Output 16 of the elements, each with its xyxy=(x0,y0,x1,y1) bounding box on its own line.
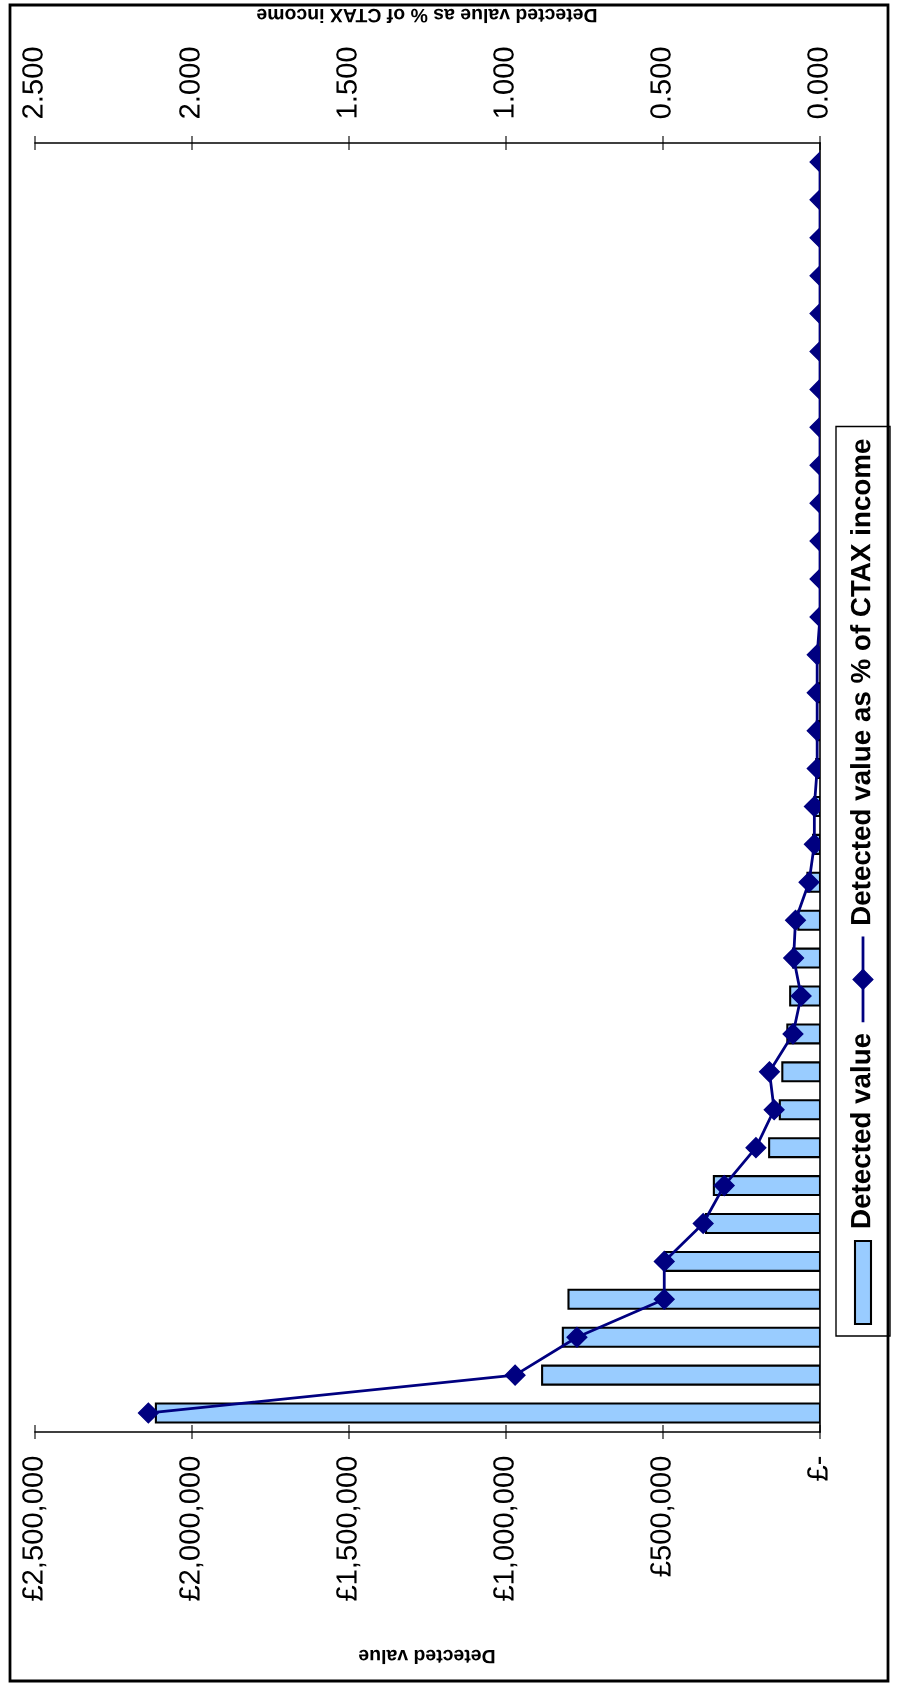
x2-tick-label: 0.000 xyxy=(807,47,828,119)
text: Detected value as % of CTAX income xyxy=(850,439,871,925)
x-tick-label: £1,500,000 xyxy=(336,1456,361,1601)
x-tick-label: £- xyxy=(807,1456,828,1481)
x-tick-label: £2,500,000 xyxy=(22,1456,47,1601)
x2-tick-label: 1.000 xyxy=(493,47,514,118)
x2-tick-label: 2.500 xyxy=(22,47,43,118)
text: Detected value xyxy=(850,1033,871,1228)
x-axis-title: Detected value xyxy=(359,1649,495,1665)
x2-tick-label: 2.000 xyxy=(179,47,200,118)
x2-axis-title: Detected value as % of CTAX income xyxy=(257,8,597,24)
x-tick-label: £500,000 xyxy=(650,1456,675,1577)
x-tick-label: £1,000,000 xyxy=(493,1456,518,1601)
x2-tick-label: 1.500 xyxy=(336,47,357,118)
x-tick-label: £2,000,000 xyxy=(179,1456,204,1601)
x2-tick-label: 0.500 xyxy=(650,47,671,119)
